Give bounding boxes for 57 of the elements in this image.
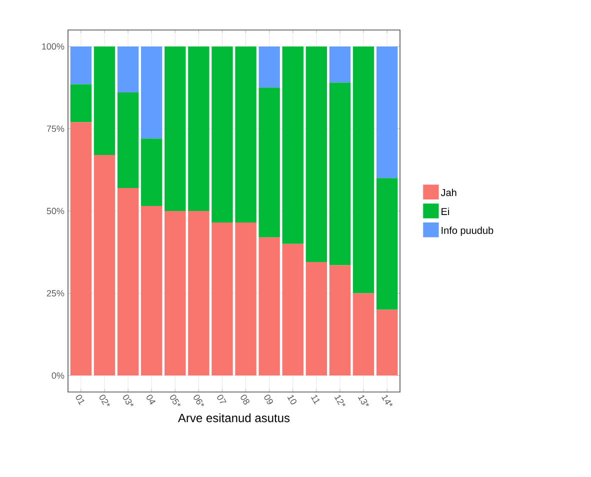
bar [258, 46, 280, 88]
bar [329, 265, 351, 376]
legend-label: Jah [440, 188, 456, 196]
bar [70, 84, 92, 122]
y-tick-label: 75% [46, 126, 64, 132]
bar [140, 46, 162, 139]
legend-label: Ei [442, 208, 449, 215]
bar [117, 92, 139, 188]
bar [140, 206, 162, 376]
bar [235, 46, 256, 223]
bar [306, 46, 328, 262]
bar [117, 46, 139, 93]
bar [212, 46, 233, 223]
x-axis-title: Arve esitanud asutus [178, 413, 290, 422]
x-tick-label: 04 [146, 394, 156, 405]
bar [306, 262, 328, 376]
bar [282, 46, 304, 244]
bar [376, 178, 398, 310]
x-tick-label: 06* [194, 394, 204, 406]
bar [258, 88, 280, 238]
bar [212, 222, 233, 376]
x-tick-label: 13* [358, 394, 370, 406]
x-tick-label: 09 [264, 394, 273, 404]
bar [235, 222, 256, 376]
x-tick-label: 01 [76, 394, 84, 406]
x-tick-label: 08 [240, 394, 250, 405]
x-tick-label: 02* [99, 394, 110, 406]
bar [164, 211, 186, 376]
bar [70, 46, 92, 84]
bar [70, 122, 92, 376]
bar [258, 237, 280, 376]
x-tick-label: 07 [217, 394, 226, 404]
bar [329, 46, 351, 83]
x-tick-label: 14* [382, 394, 393, 406]
bar [164, 46, 186, 211]
x-tick-label: 03* [123, 394, 134, 406]
y-tick-label: 0% [52, 372, 64, 379]
bar [376, 310, 398, 376]
bar [188, 46, 210, 211]
y-tick-label: 50% [46, 208, 64, 214]
bar [94, 155, 116, 376]
bar [376, 46, 398, 178]
bar [352, 46, 374, 294]
x-tick-label: 11 [310, 394, 320, 404]
bar [140, 138, 162, 206]
bar [282, 244, 304, 376]
x-tick-label: 12* [334, 394, 346, 406]
bar [329, 82, 351, 266]
x-tick-label: 05* [170, 394, 181, 406]
y-tick-label: 100% [42, 43, 64, 50]
legend-label: Info puudub [442, 226, 494, 236]
bar [117, 188, 139, 376]
bar [352, 293, 374, 376]
y-tick-label: 25% [46, 290, 64, 296]
bar [188, 211, 210, 376]
x-tick-label: 10 [287, 394, 296, 404]
bar [94, 46, 116, 156]
